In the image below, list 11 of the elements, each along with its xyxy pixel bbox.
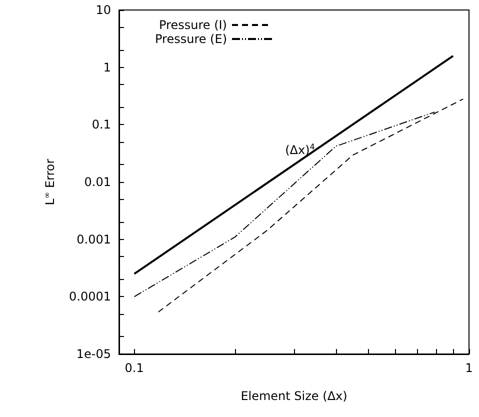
legend-label: Pressure (I) <box>159 18 227 32</box>
legend-label: Pressure (E) <box>155 32 227 46</box>
y-tick-label: 10 <box>96 3 111 17</box>
y-tick-label: 0.001 <box>76 232 111 246</box>
y-tick-label: 0.01 <box>84 175 111 189</box>
y-tick-label: 1 <box>103 60 111 74</box>
y-tick-label: 0.0001 <box>69 290 111 304</box>
y-tick-label: 1e-05 <box>76 347 111 361</box>
x-axis-title: Element Size (Δx) <box>240 389 348 403</box>
y-axis-title: L∞ Error <box>42 158 57 206</box>
y-tick-label: 0.1 <box>92 118 111 132</box>
